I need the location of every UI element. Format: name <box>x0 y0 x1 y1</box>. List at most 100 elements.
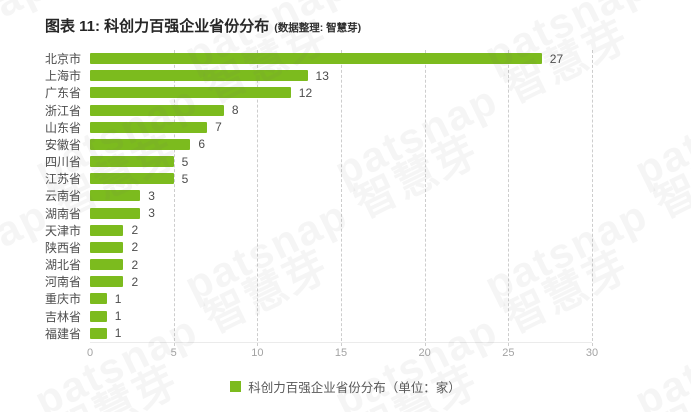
category-label: 吉林省 <box>44 309 81 324</box>
x-tick-label: 15 <box>334 347 348 359</box>
bar-track: 3 <box>90 187 691 204</box>
category-label: 云南省 <box>44 189 81 204</box>
value-label: 1 <box>114 291 122 306</box>
bar-row: 北京市 27 <box>0 50 691 67</box>
bar <box>90 310 107 322</box>
bar-track: 3 <box>90 205 691 222</box>
x-tick-label: 5 <box>170 347 177 359</box>
bar-track: 2 <box>90 273 691 290</box>
legend: 科创力百强企业省份分布（单位：家） <box>0 377 691 396</box>
bar-track: 1 <box>90 290 691 307</box>
bar-rows: 北京市 27 上海市 13 广东省 12 浙江省 8 山东省 7 安徽省 6 四川省 5 江苏省 5 云南省 3 湖… <box>0 50 691 342</box>
bar <box>90 207 141 219</box>
bar-track: 2 <box>90 239 691 256</box>
bar-row: 山东省 7 <box>0 119 691 136</box>
bar <box>90 70 308 82</box>
bar <box>90 121 208 133</box>
bar-row: 安徽省 6 <box>0 136 691 153</box>
bar <box>90 259 124 271</box>
value-label: 2 <box>131 274 139 289</box>
bar-track: 8 <box>90 102 691 119</box>
category-label: 重庆市 <box>44 292 81 307</box>
category-label: 上海市 <box>44 69 81 84</box>
bar-row: 浙江省 8 <box>0 102 691 119</box>
bar <box>90 224 124 236</box>
x-axis: 0 5 10 15 20 25 30 <box>86 347 598 361</box>
gridline <box>341 50 342 346</box>
bar <box>90 190 141 202</box>
value-label: 27 <box>549 51 564 66</box>
bar-track: 2 <box>90 222 691 239</box>
category-label: 湖南省 <box>44 206 81 221</box>
category-label: 江苏省 <box>44 172 81 187</box>
plot-area <box>90 50 593 346</box>
bar <box>90 173 174 185</box>
category-label: 安徽省 <box>44 137 81 152</box>
legend-label: 科创力百强企业省份分布（单位：家） <box>248 381 461 395</box>
bar <box>90 53 542 65</box>
bar-track: 13 <box>90 67 691 84</box>
bar-row: 吉林省 1 <box>0 308 691 325</box>
bar <box>90 241 124 253</box>
bar-row: 云南省 3 <box>0 187 691 204</box>
category-label: 福建省 <box>44 326 81 341</box>
x-tick-label: 0 <box>86 347 94 359</box>
bar-row: 天津市 2 <box>0 222 691 239</box>
value-label: 13 <box>315 68 329 83</box>
chart-title-text: 图表 11: 科创力百强企业省份分布 <box>45 18 270 35</box>
bar-track: 1 <box>90 325 691 342</box>
gridline <box>257 50 259 346</box>
value-label: 6 <box>198 137 206 152</box>
bar <box>90 87 291 99</box>
bar-track: 2 <box>90 256 691 273</box>
category-label: 北京市 <box>44 52 81 67</box>
bar-row: 广东省 12 <box>0 84 691 101</box>
x-tick-label: 25 <box>502 347 515 359</box>
category-label: 陕西省 <box>44 240 81 255</box>
bar <box>90 138 191 150</box>
bar-track: 7 <box>90 119 691 136</box>
bar-row: 湖南省 3 <box>0 205 691 222</box>
bar-row: 福建省 1 <box>0 325 691 342</box>
value-label: 7 <box>215 120 222 135</box>
bar-track: 1 <box>90 308 691 325</box>
value-label: 1 <box>114 309 122 324</box>
bar-row: 江苏省 5 <box>0 170 691 187</box>
bar-row: 湖北省 2 <box>0 256 691 273</box>
bar-row: 河南省 2 <box>0 273 691 290</box>
category-label: 河南省 <box>44 275 81 290</box>
bar-row: 陕西省 2 <box>0 239 691 256</box>
value-label: 1 <box>114 326 122 341</box>
bar-row: 四川省 5 <box>0 153 691 170</box>
bar <box>90 327 107 339</box>
x-tick-label: 10 <box>251 347 264 359</box>
value-label: 2 <box>131 257 139 272</box>
gridline <box>508 50 510 346</box>
x-tick-label: 30 <box>585 347 599 359</box>
chart-title-note: (数据整理: 智慧芽) <box>274 22 362 34</box>
value-label: 5 <box>181 171 189 186</box>
category-label: 浙江省 <box>44 103 81 118</box>
gridline <box>424 50 426 346</box>
bar <box>90 293 107 305</box>
value-label: 3 <box>148 206 155 221</box>
legend-swatch <box>230 381 242 392</box>
value-label: 8 <box>231 103 239 118</box>
chart-title: 图表 11: 科创力百强企业省份分布 (数据整理: 智慧芽) <box>45 15 361 36</box>
value-label: 12 <box>298 85 313 100</box>
category-label: 湖北省 <box>44 258 81 273</box>
x-tick-label: 20 <box>418 347 431 359</box>
value-label: 2 <box>131 240 139 255</box>
value-label: 3 <box>148 188 155 203</box>
bar-track: 27 <box>90 50 691 67</box>
category-label: 山东省 <box>44 120 81 135</box>
category-label: 四川省 <box>44 155 81 170</box>
bar-row: 重庆市 1 <box>0 290 691 307</box>
bar <box>90 104 224 116</box>
value-label: 5 <box>181 154 189 169</box>
bar-track: 5 <box>90 170 691 187</box>
bar <box>90 276 124 288</box>
gridline <box>592 50 593 346</box>
gridline <box>173 50 175 346</box>
